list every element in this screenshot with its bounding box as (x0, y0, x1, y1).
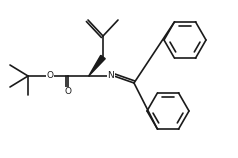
Text: O: O (64, 88, 71, 97)
Text: O: O (46, 72, 54, 80)
Text: N: N (108, 72, 114, 80)
Polygon shape (89, 55, 105, 76)
